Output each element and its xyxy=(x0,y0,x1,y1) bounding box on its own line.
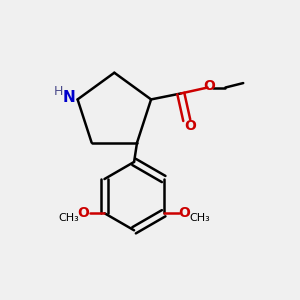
Text: O: O xyxy=(184,119,196,133)
Text: CH₃: CH₃ xyxy=(189,213,210,223)
Text: O: O xyxy=(178,206,190,220)
Text: H: H xyxy=(54,85,63,98)
Text: CH₃: CH₃ xyxy=(58,213,79,223)
Text: O: O xyxy=(203,79,215,93)
Text: O: O xyxy=(78,206,90,220)
Text: N: N xyxy=(62,90,75,105)
